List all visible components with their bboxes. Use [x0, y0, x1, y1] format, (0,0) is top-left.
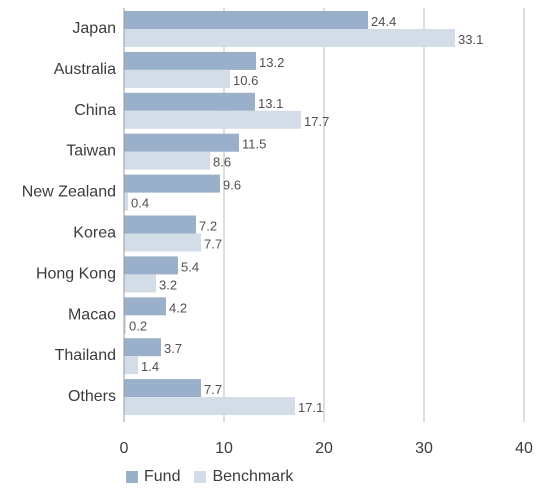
bar-benchmark-thailand — [124, 356, 138, 375]
legend-item-benchmark: Benchmark — [194, 468, 293, 486]
bar-fund-china — [124, 92, 255, 111]
category-label-new-zealand: New Zealand — [22, 184, 116, 201]
data-label-benchmark-macao: 0.2 — [129, 318, 147, 333]
data-label-benchmark-new-zealand: 0.4 — [131, 196, 149, 211]
data-label-benchmark-taiwan: 8.6 — [213, 155, 231, 170]
data-label-benchmark-japan: 33.1 — [458, 32, 483, 47]
data-label-benchmark-thailand: 1.4 — [141, 359, 159, 374]
category-label-thailand: Thailand — [55, 347, 116, 364]
legend: Fund Benchmark — [126, 468, 307, 486]
data-label-fund-macao: 4.2 — [169, 300, 187, 315]
bar-benchmark-australia — [124, 69, 230, 88]
category-label-australia: Australia — [54, 61, 116, 78]
bar-fund-others — [124, 379, 201, 398]
bar-benchmark-japan — [124, 29, 455, 47]
data-label-fund-japan: 24.4 — [371, 14, 396, 29]
legend-label-benchmark: Benchmark — [212, 468, 294, 485]
data-label-fund-hong-kong: 5.4 — [181, 259, 199, 274]
data-label-fund-korea: 7.2 — [199, 219, 217, 234]
data-label-benchmark-others: 17.1 — [298, 400, 323, 415]
legend-item-fund: Fund — [126, 468, 180, 486]
legend-swatch-benchmark — [194, 471, 207, 483]
bar-benchmark-china — [124, 110, 301, 129]
x-tick-label-20: 20 — [315, 440, 333, 457]
bar-benchmark-hong-kong — [124, 274, 156, 293]
category-label-japan: Japan — [72, 20, 116, 37]
category-label-macao: Macao — [68, 306, 116, 323]
category-label-korea: Korea — [73, 225, 116, 242]
category-label-taiwan: Taiwan — [66, 143, 116, 160]
bar-benchmark-new-zealand — [124, 192, 128, 211]
data-label-fund-australia: 13.2 — [259, 55, 284, 70]
category-label-hong-kong: Hong Kong — [36, 265, 116, 282]
bar-fund-macao — [124, 297, 166, 316]
bar-fund-hong-kong — [124, 256, 178, 275]
legend-swatch-fund — [126, 471, 138, 483]
data-label-benchmark-china: 17.7 — [304, 114, 329, 129]
x-tick-label-10: 10 — [215, 440, 233, 457]
bar-benchmark-taiwan — [124, 151, 210, 170]
data-label-benchmark-hong-kong: 3.2 — [159, 277, 177, 292]
data-label-fund-taiwan: 11.5 — [242, 137, 266, 152]
bar-fund-australia — [124, 51, 256, 70]
data-label-fund-china: 13.1 — [258, 96, 283, 111]
x-tick-label-40: 40 — [515, 440, 533, 457]
data-label-benchmark-australia: 10.6 — [233, 73, 258, 88]
category-label-china: China — [74, 102, 116, 119]
bar-fund-taiwan — [124, 133, 239, 152]
bar-benchmark-macao — [124, 315, 126, 334]
bar-benchmark-others — [124, 397, 295, 416]
x-tick-label-0: 0 — [120, 440, 129, 457]
legend-label-fund: Fund — [144, 468, 181, 485]
x-tick-label-30: 30 — [415, 440, 433, 457]
bar-fund-korea — [124, 215, 196, 234]
data-label-fund-thailand: 3.7 — [164, 341, 182, 356]
bar-fund-thailand — [124, 338, 161, 357]
data-label-fund-others: 7.7 — [204, 382, 222, 397]
bar-fund-japan — [124, 11, 368, 29]
category-label-others: Others — [68, 388, 116, 405]
bar-benchmark-korea — [124, 233, 201, 252]
data-label-benchmark-korea: 7.7 — [204, 237, 222, 252]
bar-fund-new-zealand — [124, 174, 220, 193]
data-label-fund-new-zealand: 9.6 — [223, 178, 241, 193]
